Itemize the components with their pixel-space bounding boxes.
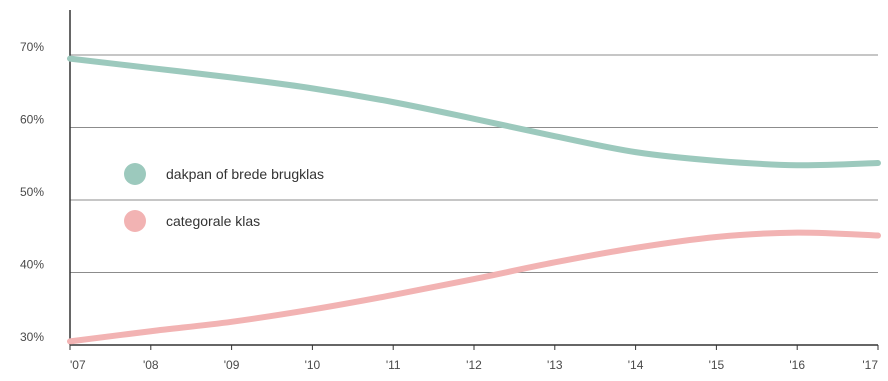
x-tick-labels: '07 '08 '09 '10 '11 '12 '13 '14 '15 '16 '17 xyxy=(69,345,879,372)
x-tick-label: '12 xyxy=(466,358,482,372)
y-tick-label: 30% xyxy=(20,330,44,344)
legend: dakpan of brede brugklas categorale klas xyxy=(124,163,324,232)
x-tick-label: '13 xyxy=(547,358,563,372)
x-tick-label: '09 xyxy=(224,358,240,372)
y-tick-label: 40% xyxy=(20,258,44,272)
x-tick-label: '14 xyxy=(628,358,644,372)
x-tick-label: '11 xyxy=(386,358,401,372)
series-line-0 xyxy=(67,55,881,169)
x-tick-label: '10 xyxy=(305,358,321,372)
legend-swatch xyxy=(124,210,146,232)
x-tick-label: '07 xyxy=(70,358,86,372)
series-line-1 xyxy=(67,229,881,345)
legend-label: dakpan of brede brugklas xyxy=(166,166,324,182)
x-tick-label: '08 xyxy=(143,358,159,372)
series-lines xyxy=(67,55,881,345)
y-tick-label: 50% xyxy=(20,185,44,199)
x-tick-label: '15 xyxy=(709,358,725,372)
x-tick-label: '16 xyxy=(789,358,805,372)
gridlines xyxy=(70,54,878,273)
x-tick-label: '17 xyxy=(862,358,878,372)
y-tick-labels: 30% 40% 50% 60% 70% xyxy=(20,40,44,344)
y-tick-label: 70% xyxy=(20,40,44,54)
y-tick-label: 60% xyxy=(20,113,44,127)
legend-label: categorale klas xyxy=(166,213,260,229)
legend-swatch xyxy=(124,163,146,185)
